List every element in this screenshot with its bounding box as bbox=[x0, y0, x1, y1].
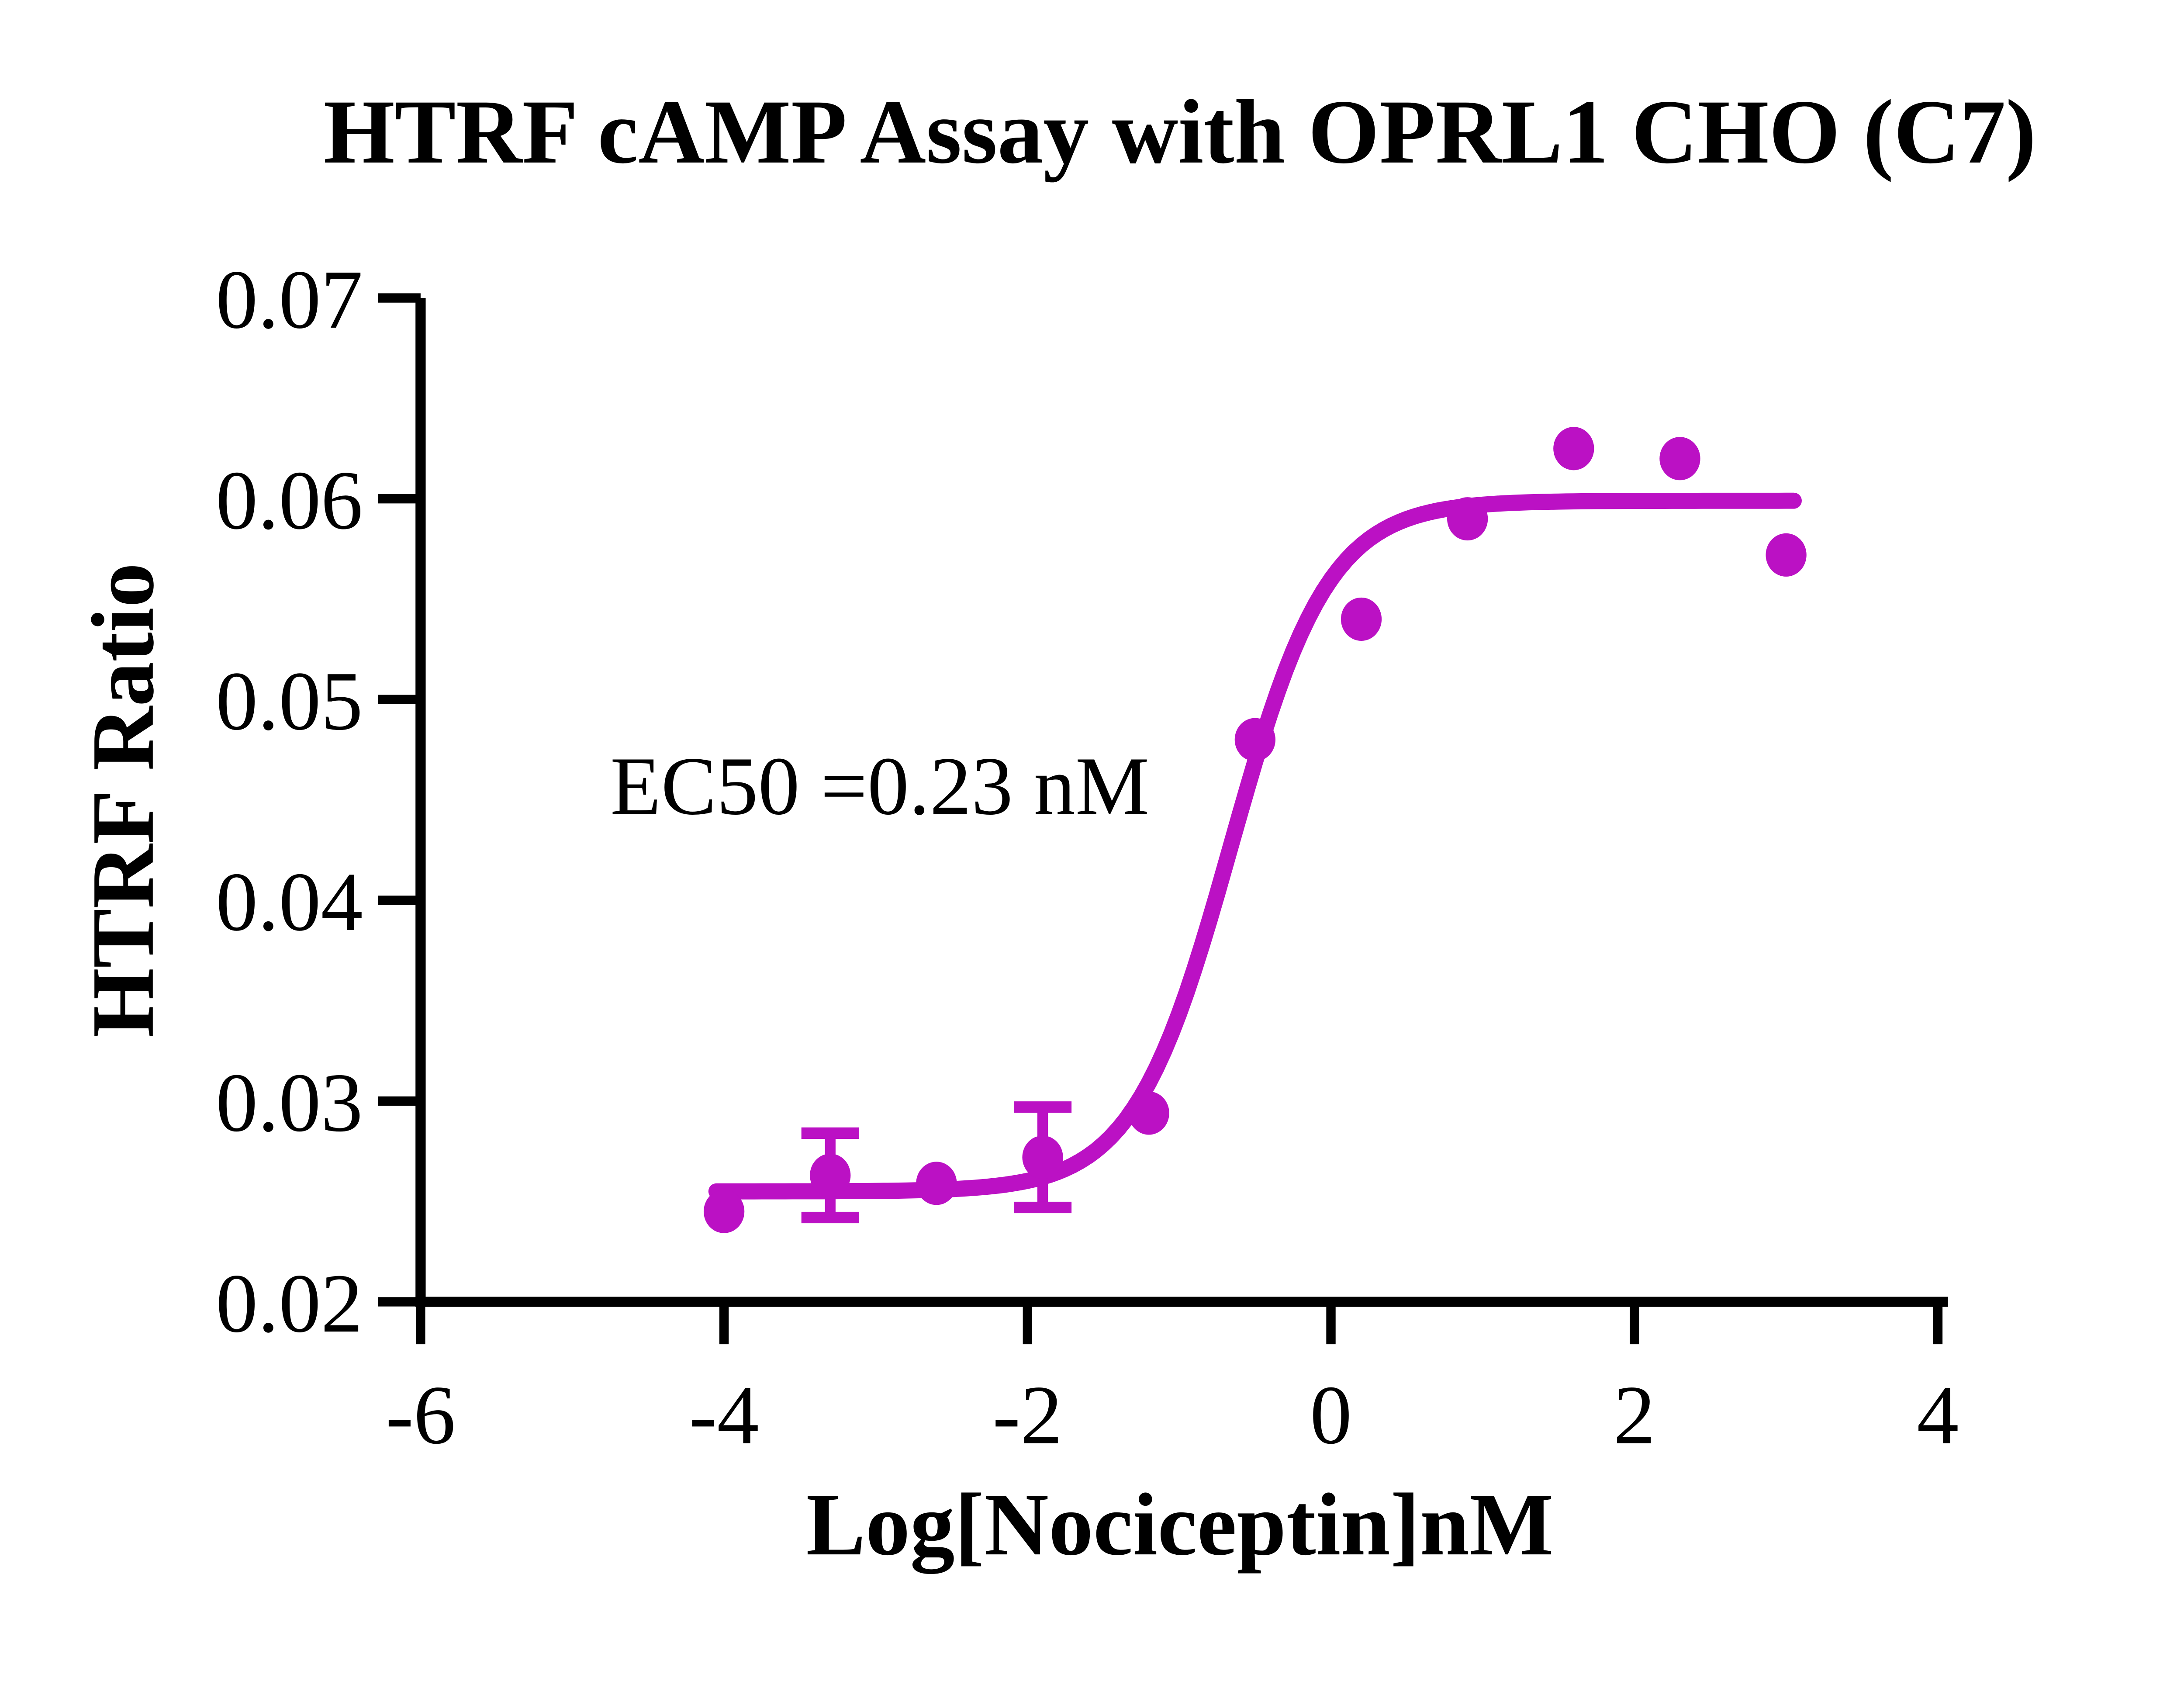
y-tick-label: 0.07 bbox=[216, 253, 363, 346]
fit-curve bbox=[708, 492, 1802, 1200]
y-tick-label: 0.03 bbox=[216, 1056, 363, 1149]
axes bbox=[415, 298, 1948, 1307]
chart-title: HTRF cAMP Assay with OPRL1 CHO (C7) bbox=[324, 81, 2036, 183]
data-point bbox=[1022, 1135, 1063, 1179]
y-tick-label: 0.06 bbox=[216, 454, 363, 547]
data-point bbox=[1341, 597, 1382, 641]
x-tick-label: 0 bbox=[1310, 1369, 1352, 1462]
x-tick-label: 4 bbox=[1917, 1369, 1959, 1462]
data-point bbox=[916, 1162, 957, 1205]
y-tick-label: 0.05 bbox=[216, 654, 363, 747]
y-tick-labels: 0.02 0.03 0.04 0.05 0.06 0.07 bbox=[216, 253, 363, 1350]
y-tick-label: 0.02 bbox=[216, 1257, 363, 1350]
data-point bbox=[1553, 427, 1594, 470]
y-tick-marks bbox=[378, 293, 421, 1307]
y-axis-label: HTRF Ratio bbox=[74, 563, 173, 1037]
data-point bbox=[1659, 437, 1700, 481]
ec50-annotation: EC50 =0.23 nM bbox=[610, 740, 1149, 832]
data-point bbox=[1766, 533, 1807, 577]
x-tick-label: -4 bbox=[689, 1369, 759, 1462]
data-point bbox=[1447, 497, 1488, 541]
x-axis-label: Log[Nociceptin]nM bbox=[806, 1475, 1553, 1574]
dose-response-plot: 0.02 0.03 0.04 0.05 0.06 0.07 -6 -4 -2 0 2 4 HTRF … bbox=[74, 81, 2036, 1574]
data-point bbox=[810, 1153, 851, 1197]
x-tick-marks bbox=[416, 1301, 1943, 1345]
data-point bbox=[1234, 718, 1275, 761]
htrf-camp-assay-chart: 0.02 0.03 0.04 0.05 0.06 0.07 -6 -4 -2 0 2 4 HTRF … bbox=[73, 81, 2036, 1574]
data-points bbox=[703, 427, 1807, 1233]
data-point bbox=[703, 1190, 745, 1233]
data-point bbox=[1128, 1091, 1169, 1135]
y-tick-label: 0.04 bbox=[216, 855, 363, 948]
x-tick-label: -2 bbox=[992, 1369, 1062, 1462]
x-tick-label: 2 bbox=[1614, 1369, 1655, 1462]
x-tick-label: -6 bbox=[386, 1369, 456, 1462]
x-tick-labels: -6 -4 -2 0 2 4 bbox=[386, 1369, 1959, 1462]
